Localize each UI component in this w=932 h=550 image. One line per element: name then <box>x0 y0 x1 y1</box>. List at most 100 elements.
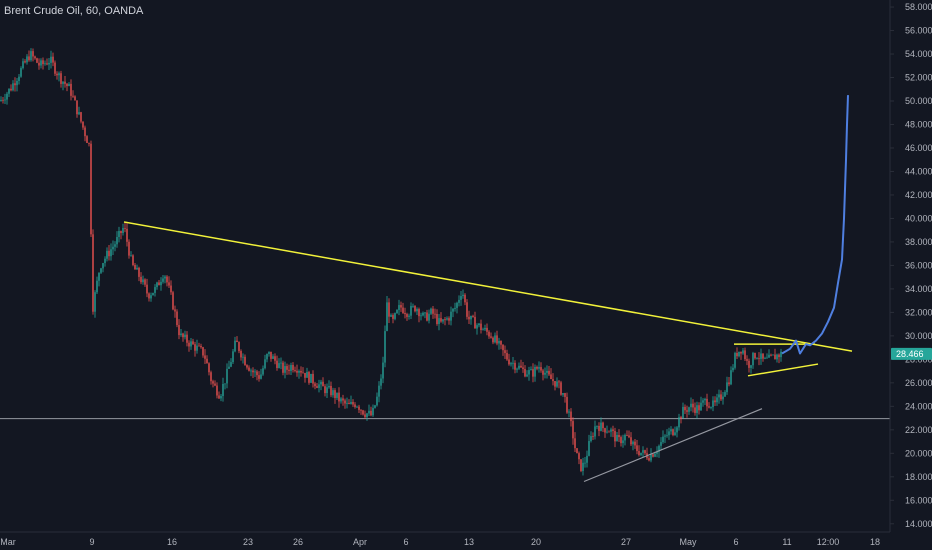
candle-body <box>512 362 514 364</box>
y-tick-label: 54.000 <box>905 49 932 59</box>
candle-body <box>538 367 540 369</box>
candle-body <box>730 370 732 385</box>
y-tick-label: 38.000 <box>905 237 932 247</box>
candle-body <box>438 318 440 324</box>
candle-body <box>624 435 626 441</box>
candle-body <box>290 365 292 371</box>
candle-body <box>192 341 194 345</box>
candle-body <box>236 340 238 343</box>
candle-body <box>746 359 748 361</box>
candle-body <box>706 398 708 407</box>
candle-body <box>768 354 770 358</box>
candle-body <box>434 313 436 315</box>
candle-body <box>238 342 240 352</box>
x-axis[interactable]: Mar 9 16 23 26 Apr 6 13 20 27 May 6 11 12:00 18 <box>0 537 880 547</box>
candle-body <box>100 268 102 273</box>
candle-body <box>530 369 532 371</box>
candle-body <box>74 96 76 101</box>
candle-body <box>340 398 342 402</box>
candle-body <box>118 231 120 237</box>
candle-body <box>0 99 2 101</box>
candle-body <box>614 430 616 442</box>
y-tick-label: 32.000 <box>905 307 932 317</box>
candle-body <box>22 61 24 69</box>
candle-body <box>244 356 246 366</box>
symbol-title: Brent Crude Oil, 60, OANDA <box>4 5 144 17</box>
candle-body <box>106 250 108 259</box>
candle-body <box>422 312 424 316</box>
y-tick-label: 48.000 <box>905 119 932 129</box>
candle-body <box>310 373 312 383</box>
candle-body <box>190 341 192 347</box>
candle-body <box>178 325 180 336</box>
candle-body <box>572 421 574 439</box>
candle-body <box>332 390 334 396</box>
candle-body <box>732 367 734 371</box>
candle-body <box>728 382 730 385</box>
candle-body <box>598 425 600 431</box>
candle-body <box>78 112 80 115</box>
candle-body <box>620 437 622 444</box>
candle-body <box>448 318 450 321</box>
candle-body <box>104 258 106 264</box>
candle-body <box>520 365 522 368</box>
candle-body <box>274 356 276 361</box>
y-tick-label: 22.000 <box>905 425 932 435</box>
candle-body <box>96 280 98 293</box>
candle-body <box>62 81 64 84</box>
candle-body <box>350 401 352 404</box>
candle-body <box>552 379 554 382</box>
candle-body <box>230 362 232 367</box>
candle-body <box>440 318 442 322</box>
candle-body <box>714 400 716 403</box>
candle-body <box>386 302 388 332</box>
candle-body <box>298 370 300 373</box>
candle-body <box>240 351 242 358</box>
candle-body <box>622 440 624 444</box>
y-axis[interactable]: 58.000 56.000 54.000 52.000 50.000 48.000 46.0… <box>890 2 932 529</box>
candle-body <box>582 462 584 472</box>
candle-body <box>516 368 518 370</box>
y-tick-label: 34.000 <box>905 284 932 294</box>
candle-body <box>558 381 560 383</box>
candle-body <box>772 354 774 356</box>
candle-body <box>476 325 478 329</box>
candle-body <box>626 435 628 436</box>
candle-body <box>384 331 386 363</box>
price-layer <box>0 48 782 476</box>
candle-body <box>72 95 74 97</box>
candle-body <box>702 400 704 403</box>
candle-body <box>690 403 692 408</box>
candle-body <box>542 370 544 375</box>
candle-body <box>408 315 410 317</box>
candle-body <box>214 383 216 386</box>
candle-body <box>472 315 474 317</box>
candle-body <box>778 354 780 358</box>
candle-body <box>352 401 354 405</box>
candle-body <box>40 60 42 66</box>
candle-body <box>776 354 778 360</box>
candle-body <box>424 312 426 314</box>
candle-body <box>132 255 134 266</box>
candle-body <box>506 353 508 360</box>
candle-body <box>744 350 746 360</box>
candle-body <box>120 231 122 234</box>
candle-body <box>484 327 486 330</box>
x-tick-label: 9 <box>89 537 94 547</box>
candle-body <box>676 427 678 433</box>
candle-body <box>312 373 314 384</box>
candle-body <box>328 385 330 388</box>
candle-body <box>354 404 356 407</box>
candle-body <box>726 382 728 393</box>
candle-body <box>186 334 188 343</box>
candle-body <box>394 313 396 319</box>
candle-body <box>226 368 228 384</box>
y-tick-label: 24.000 <box>905 401 932 411</box>
candle-body <box>460 296 462 300</box>
candle-body <box>6 93 8 100</box>
candle-body <box>286 366 288 370</box>
candle-body <box>196 345 198 351</box>
candle-body <box>302 372 304 374</box>
